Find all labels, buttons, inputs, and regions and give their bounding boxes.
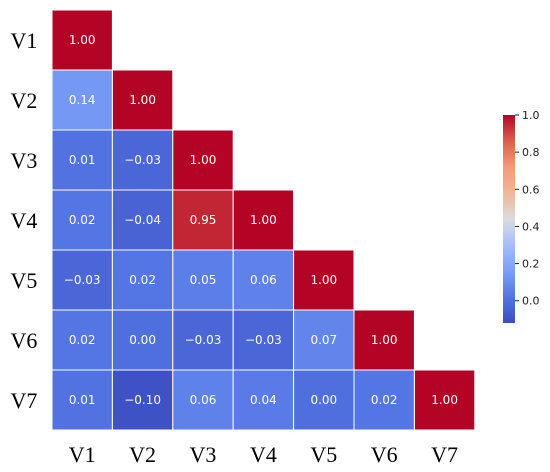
heatmap-cell-v3-v3 [172,129,234,191]
cell-value-label: −0.04 [124,213,161,227]
row-label-v5: V5 [11,268,38,293]
heatmap-cell-v5-v2 [111,249,174,311]
heatmap-cells: 1.00 0.14 1.00 0.01 −0.03 1.00 0.02 −0.04 0.95 1.… [51,9,476,431]
colorbar-tick-label: 0.2 [522,258,540,271]
colorbar-tick-label: 1.0 [522,109,540,122]
cell-value-label: −0.03 [185,333,222,347]
cell-value-label: 1.00 [250,213,277,227]
cell-value-label: 1.00 [371,333,398,347]
column-label-v4: V4 [250,442,277,467]
column-label-v3: V3 [190,442,217,467]
column-label-v1: V1 [69,442,96,467]
heatmap-cell-v6-v6 [353,309,415,371]
row-label-v2: V2 [11,88,38,113]
colorbar-tick-label: 0.8 [522,146,540,159]
column-labels: V1 V2 V3 V4 V5 V6 V7 [69,442,458,467]
row-labels: V1 V2 V3 V4 V5 V6 V7 [11,28,38,413]
cell-value-label: 1.00 [129,93,156,107]
heatmap-cell-v7-v7 [413,369,476,431]
cell-value-label: −0.03 [245,333,282,347]
cell-value-label: 0.00 [129,333,156,347]
heatmap-cell-v7-v6 [353,369,415,431]
column-label-v2: V2 [129,442,156,467]
cell-value-label: 0.02 [371,393,398,407]
cell-value-label: 1.00 [69,33,96,47]
heatmap-cell-v4-v2 [111,189,174,251]
heatmap-cell-v2-v1 [51,69,113,131]
heatmap-cell-v6-v2 [111,309,174,371]
heatmap-cell-v7-v2 [111,369,174,431]
cell-value-label: 0.02 [129,273,156,287]
colorbar-tick-label: 0.0 [522,295,540,308]
cell-value-label: 0.00 [310,393,337,407]
colorbar-tick-label: 0.6 [522,183,540,196]
heatmap-cell-v6-v1 [51,309,113,371]
cell-value-label: 1.00 [431,393,458,407]
row-label-v7: V7 [11,388,38,413]
heatmap-cell-v4-v4 [232,189,295,251]
row-label-v4: V4 [11,208,38,233]
heatmap-cell-v6-v5 [293,309,355,371]
cell-value-label: 0.06 [190,393,217,407]
row-label-v3: V3 [11,148,38,173]
cell-value-label: 0.01 [69,393,96,407]
cell-value-label: −0.03 [64,273,101,287]
cell-value-label: 0.02 [69,333,96,347]
row-label-v1: V1 [11,28,38,53]
cell-value-label: −0.03 [124,153,161,167]
heatmap-cell-v6-v4 [232,309,295,371]
cell-value-label: 0.01 [69,153,96,167]
cell-value-label: −0.10 [124,393,161,407]
column-label-v6: V6 [371,442,398,467]
colorbar-tick-label: 0.4 [522,220,540,233]
cell-value-label: 1.00 [310,273,337,287]
column-label-v7: V7 [431,442,458,467]
heatmap-cell-v1-v1 [51,9,113,71]
cell-value-label: 0.06 [250,273,277,287]
row-label-v6: V6 [11,328,38,353]
heatmap-cell-v6-v3 [172,309,234,371]
colorbar-gradient [503,115,515,323]
cell-value-label: 0.07 [310,333,337,347]
column-label-v5: V5 [310,442,337,467]
cell-value-label: 1.00 [190,153,217,167]
heatmap-cell-v5-v4 [232,249,295,311]
heatmap-cell-v7-v1 [51,369,113,431]
cell-value-label: 0.02 [69,213,96,227]
cell-value-label: 0.14 [69,93,96,107]
cell-value-label: 0.05 [190,273,217,287]
heatmap-cell-v2-v2 [111,69,174,131]
heatmap-cell-v7-v4 [232,369,295,431]
cell-value-label: 0.95 [190,213,217,227]
cell-value-label: 0.04 [250,393,277,407]
colorbar: 0.0 0.2 0.4 0.6 0.8 1.0 [503,109,540,323]
